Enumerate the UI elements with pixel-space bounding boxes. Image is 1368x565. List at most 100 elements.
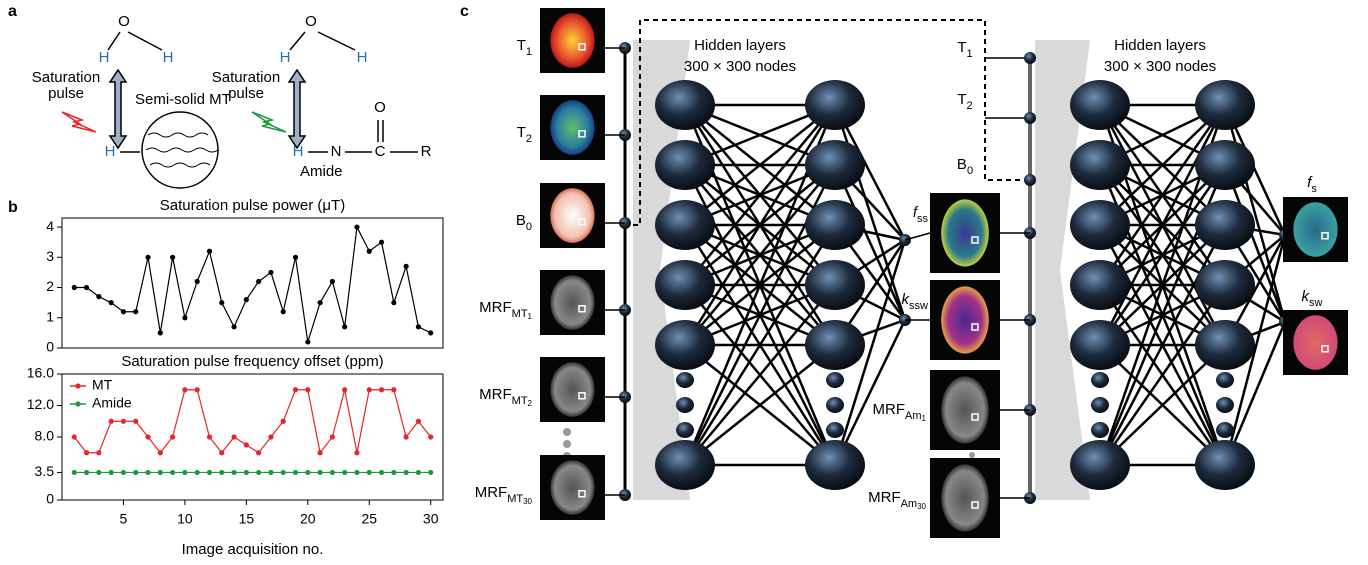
atom: O (118, 13, 130, 30)
output-label: fs (1307, 174, 1317, 195)
bus-node (1024, 112, 1036, 124)
data-point (256, 450, 261, 455)
data-point (379, 470, 384, 475)
legend-marker (75, 401, 80, 406)
neuron (1195, 260, 1255, 310)
input-image-brain (550, 100, 594, 155)
input-image-brain (550, 362, 594, 417)
x-tick-label: 15 (239, 511, 255, 527)
ellipsis-dot (826, 397, 844, 413)
atom: O (374, 99, 386, 116)
y-tick-label: 16.0 (27, 365, 54, 381)
input-label-sub2: 30 (523, 497, 532, 506)
legend-label: Amide (92, 395, 132, 411)
input-image-brain (550, 188, 594, 243)
input-label-main: T (517, 37, 526, 54)
data-point (330, 279, 335, 284)
neuron (1195, 320, 1255, 370)
neuron (1070, 200, 1130, 250)
data-point (145, 434, 150, 439)
input-label-sub: 1 (526, 46, 532, 58)
middle-label-sub2: 1 (922, 414, 927, 423)
data-point (207, 470, 212, 475)
data-point (109, 419, 114, 424)
ellipsis-dot (676, 372, 694, 388)
y-tick-label: 3 (46, 248, 54, 264)
input-label-main: T (517, 124, 526, 141)
input-label-sub: 2 (526, 133, 532, 145)
x-tick-label: 20 (300, 511, 316, 527)
panel-label: c (460, 3, 469, 20)
panel-label: b (8, 199, 18, 216)
ellipsis-dot (826, 372, 844, 388)
data-point (342, 387, 347, 392)
second-input-label: T1 (957, 39, 972, 60)
neuron (655, 260, 715, 310)
x-tick-label: 30 (423, 511, 439, 527)
ellipsis-dot (1216, 422, 1234, 438)
data-point (428, 470, 433, 475)
data-point (379, 240, 384, 245)
y-tick-label: 8.0 (35, 428, 55, 444)
hidden-size: 300 × 300 nodes (1104, 58, 1216, 75)
neuron (1070, 80, 1130, 130)
middle-label-main: MRF (868, 489, 901, 506)
data-point (121, 309, 126, 314)
second-input-label-sub: 2 (967, 100, 973, 112)
neuron (1070, 440, 1130, 490)
neuron (805, 440, 865, 490)
neuron (1070, 140, 1130, 190)
pulse-label: pulse (48, 85, 84, 102)
data-point (158, 450, 163, 455)
data-point (133, 470, 138, 475)
ellipsis-dot (676, 422, 694, 438)
neuron (805, 260, 865, 310)
data-point (133, 309, 138, 314)
y-tick-label: 0 (46, 339, 54, 355)
y-tick-label: 0 (46, 491, 54, 507)
data-point (367, 387, 372, 392)
data-point (416, 419, 421, 424)
pulse-label: pulse (228, 85, 264, 102)
data-point (367, 470, 372, 475)
middle-label: kssw (902, 291, 929, 312)
data-point (207, 249, 212, 254)
mt-label: Semi-solid MT (135, 91, 231, 108)
plot-frame (62, 374, 443, 500)
panel-label: a (8, 3, 17, 20)
data-point (404, 434, 409, 439)
ellipsis-dot (1091, 422, 1109, 438)
data-point (354, 470, 359, 475)
second-input-label-main: T (957, 39, 966, 56)
data-point (404, 264, 409, 269)
data-point (72, 285, 77, 290)
data-point (219, 300, 224, 305)
data-point (281, 309, 286, 314)
pulse-label: Saturation (32, 69, 100, 86)
second-input-label: T2 (957, 91, 972, 112)
data-point (281, 470, 286, 475)
hidden-title: Hidden layers (1114, 37, 1206, 54)
middle-label-sub: Am (905, 410, 922, 422)
legend-marker (75, 383, 80, 388)
plot-frame (62, 218, 443, 348)
neuron (655, 140, 715, 190)
data-point (158, 330, 163, 335)
data-point (256, 279, 261, 284)
data-point (170, 434, 175, 439)
output-image-brain (1293, 315, 1337, 370)
input-label-sub2: 1 (528, 312, 533, 321)
input-label: MRFMT30 (475, 484, 533, 506)
middle-label-sub: ssw (909, 300, 928, 312)
data-point (170, 255, 175, 260)
ellipsis-dot (1216, 397, 1234, 413)
input-label-sub: MT (512, 395, 528, 407)
y-tick-label: 4 (46, 218, 54, 234)
atom: H (99, 49, 110, 66)
output-label-sub: sw (1309, 297, 1323, 309)
data-point (244, 297, 249, 302)
middle-image-brain (941, 286, 989, 353)
input-label-main: B (516, 212, 526, 229)
data-point (416, 324, 421, 329)
data-point (342, 470, 347, 475)
